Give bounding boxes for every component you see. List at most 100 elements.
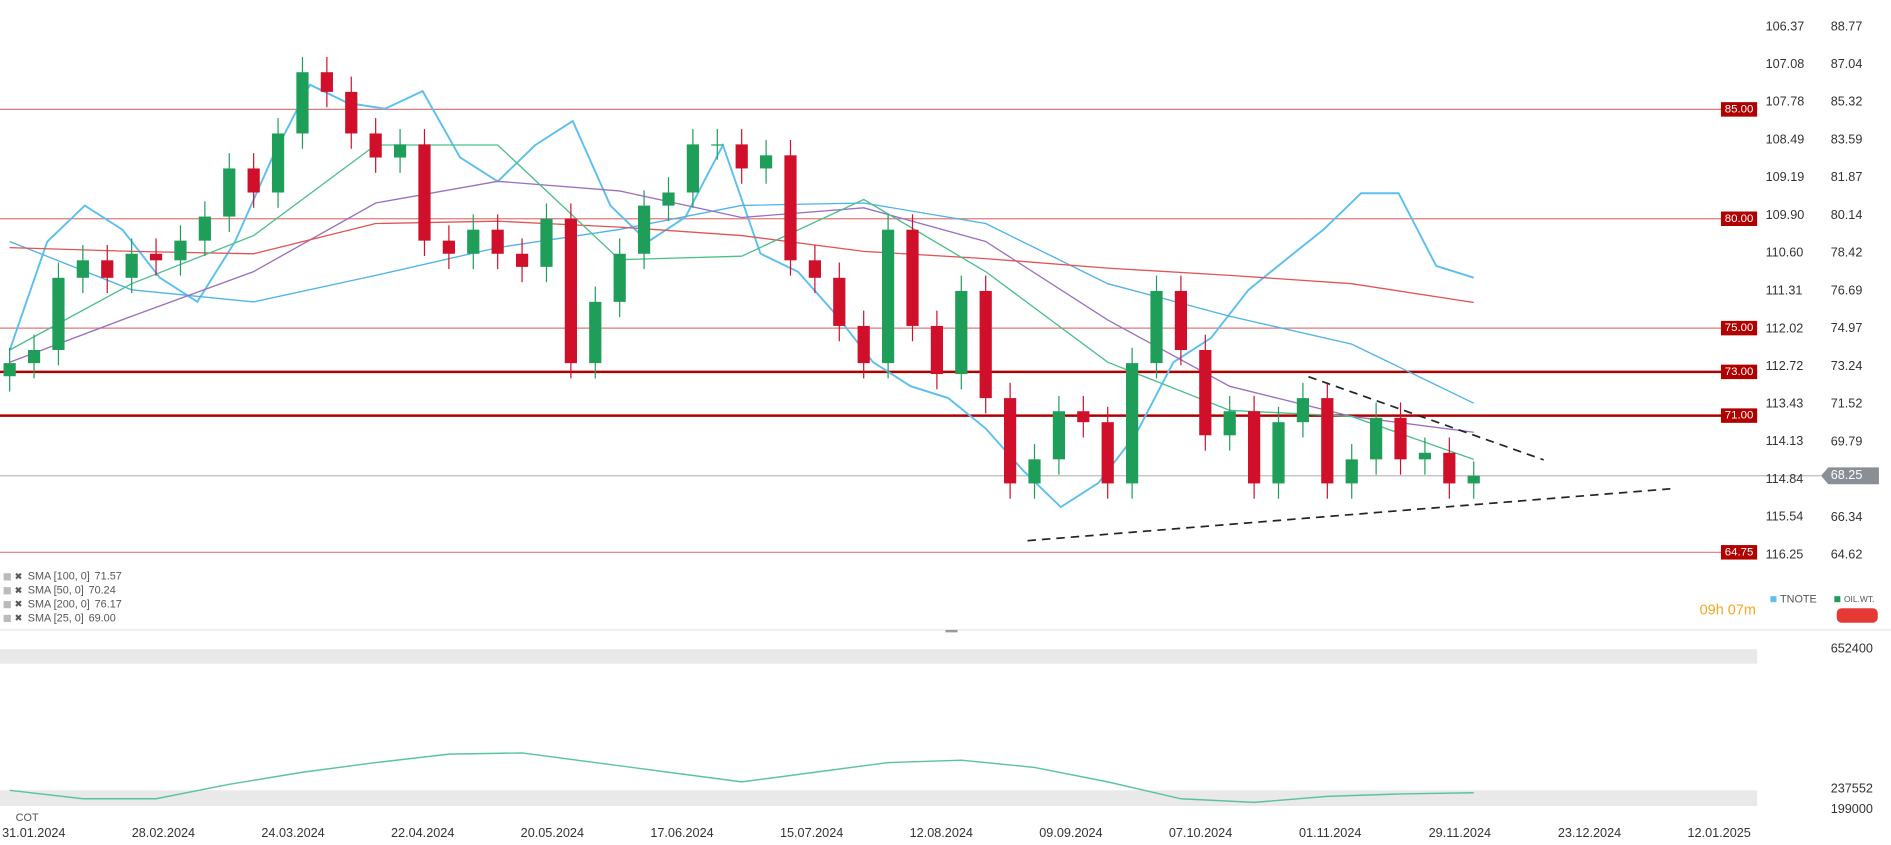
legend-icon xyxy=(3,600,11,609)
candle-body xyxy=(1443,452,1456,484)
y2-tick-label: 112.72 xyxy=(1766,359,1804,373)
candle-body xyxy=(808,260,821,278)
level-badge xyxy=(1720,364,1758,380)
legend-label: SMA [50, 0] xyxy=(28,585,84,597)
y2-tick-label: 107.08 xyxy=(1766,57,1805,71)
lower-tick-label: 199000 xyxy=(1831,802,1873,816)
legend-value: 69.00 xyxy=(89,612,116,624)
y2-tick-label: 114.84 xyxy=(1766,472,1804,486)
level-label: 75.00 xyxy=(1725,322,1754,334)
legend-value: 71.57 xyxy=(95,571,122,583)
y2-tick-label: 107.78 xyxy=(1766,95,1805,109)
cot-line xyxy=(9,752,1474,804)
candle-body xyxy=(52,277,65,350)
y2-tick-label: 115.54 xyxy=(1766,510,1804,524)
legend-icon xyxy=(3,587,11,595)
legend-label: TNOTE xyxy=(1780,594,1817,606)
y2-tick-label: 106.37 xyxy=(1766,19,1805,33)
legend-icon xyxy=(3,573,11,581)
candle-body xyxy=(27,349,41,364)
candle-body xyxy=(930,325,943,375)
candle-body xyxy=(833,277,846,326)
panel-band xyxy=(0,790,1758,807)
y-tick-label: 85.32 xyxy=(1831,95,1863,109)
candle-body xyxy=(735,144,748,169)
legend-label: SMA [25, 0] xyxy=(28,612,84,624)
legend-icon xyxy=(3,614,11,623)
panel-label: COT xyxy=(16,812,39,824)
candle-body xyxy=(1321,398,1334,484)
candle-body xyxy=(149,253,163,261)
candle-body xyxy=(320,72,333,92)
level-badge xyxy=(1720,320,1758,336)
x-tick-label: 12.01.2025 xyxy=(1687,826,1750,840)
candle-body xyxy=(1223,411,1236,436)
candle-body xyxy=(1272,422,1285,484)
candle-body xyxy=(564,218,577,364)
y-tick-label: 88.77 xyxy=(1831,19,1863,33)
y-tick-label: 66.34 xyxy=(1831,510,1863,524)
status-pill[interactable] xyxy=(1836,608,1878,623)
legend-close: ✖ xyxy=(14,613,22,624)
sma-line xyxy=(9,202,1475,404)
x-tick-label: 29.11.2024 xyxy=(1429,826,1491,840)
x-tick-label: 24.03.2024 xyxy=(261,826,324,840)
x-tick-label: 12.08.2024 xyxy=(910,826,973,840)
level-badge xyxy=(1720,408,1758,423)
legend-swatch xyxy=(1770,596,1777,603)
candle-body xyxy=(1248,411,1261,484)
panel-band xyxy=(0,649,1758,664)
y-tick-label: 74.97 xyxy=(1831,321,1863,335)
y-tick-label: 76.69 xyxy=(1831,283,1863,297)
y-tick-label: 78.42 xyxy=(1831,246,1863,260)
lower-tick-label: 237552 xyxy=(1831,781,1873,795)
x-tick-label: 15.07.2024 xyxy=(780,826,843,840)
candle-body xyxy=(125,253,138,278)
y-tick-label: 81.87 xyxy=(1831,170,1863,184)
candle-body xyxy=(296,72,309,134)
current-price: 68.25 xyxy=(1831,468,1863,482)
y-tick-label: 64.62 xyxy=(1831,548,1863,562)
y-tick-label: 71.52 xyxy=(1831,397,1863,411)
y2-tick-label: 109.19 xyxy=(1766,170,1805,184)
legend-label: SMA [200, 0] xyxy=(28,598,90,610)
candle-body xyxy=(369,133,382,158)
y-tick-label: 73.24 xyxy=(1831,359,1863,373)
timer: 09h 07m xyxy=(1700,602,1756,618)
candle-body xyxy=(711,144,724,146)
candle-body xyxy=(1370,417,1383,460)
candle-body xyxy=(1199,349,1212,436)
candle-body xyxy=(1345,459,1358,484)
candle-body xyxy=(1150,290,1163,364)
candle-body xyxy=(491,229,504,254)
candle-body xyxy=(589,301,602,364)
candle-body xyxy=(1077,411,1090,423)
candle-body xyxy=(174,240,187,261)
candle-body xyxy=(247,168,260,193)
candle-body xyxy=(223,168,236,217)
legend-close: ✖ xyxy=(14,599,22,610)
level-label: 80.00 xyxy=(1725,213,1754,225)
y2-tick-label: 116.25 xyxy=(1766,548,1804,562)
candle-body xyxy=(686,144,699,193)
legend-label: OIL.WT. xyxy=(1844,594,1874,604)
x-tick-label: 23.12.2024 xyxy=(1558,826,1621,840)
lower-tick-label: 652400 xyxy=(1831,642,1873,656)
y2-tick-label: 111.31 xyxy=(1766,283,1803,297)
candle-body xyxy=(1028,459,1041,484)
candle-body xyxy=(662,192,675,206)
candle-body xyxy=(3,363,16,377)
sma-line xyxy=(9,220,1474,304)
candle-body xyxy=(1101,422,1114,484)
candle-body xyxy=(857,325,870,364)
y2-tick-label: 114.13 xyxy=(1766,434,1804,448)
x-tick-label: 31.01.2024 xyxy=(2,826,65,840)
y-tick-label: 87.04 xyxy=(1831,57,1863,71)
candle-body xyxy=(101,260,114,278)
candle-body xyxy=(1126,363,1139,484)
trend-line xyxy=(1308,375,1544,461)
y2-tick-label: 108.49 xyxy=(1766,133,1805,147)
y2-tick-label: 109.90 xyxy=(1766,208,1805,222)
candle-body xyxy=(1052,411,1066,460)
candle-body xyxy=(1296,398,1310,423)
